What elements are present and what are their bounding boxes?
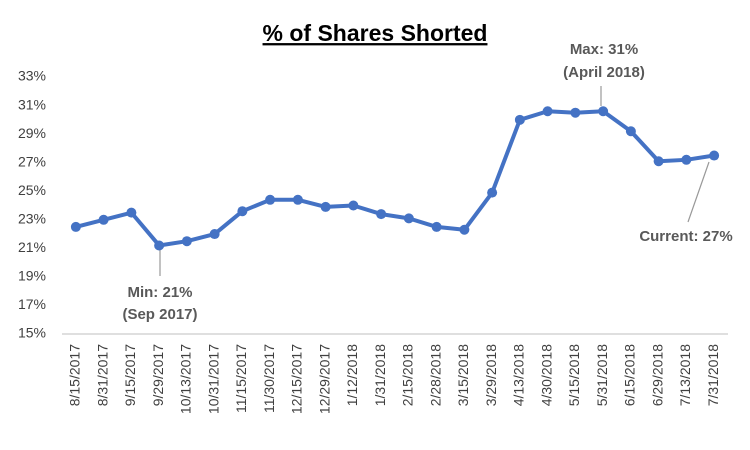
y-tick-label: 33%	[18, 68, 46, 84]
y-tick-label: 29%	[18, 125, 46, 141]
data-line	[75, 109, 715, 248]
data-point	[514, 114, 525, 125]
x-tick-label: 4/30/2018	[538, 344, 554, 406]
data-point	[653, 156, 664, 167]
data-point	[376, 209, 387, 220]
y-tick-label: 31%	[18, 96, 46, 112]
data-point	[70, 221, 81, 232]
data-point	[542, 106, 553, 117]
y-tick-label: 21%	[18, 239, 46, 255]
y-tick-label: 17%	[18, 296, 46, 312]
x-tick-label: 12/15/2017	[289, 344, 305, 414]
x-tick-label: 12/29/2017	[316, 344, 332, 414]
x-tick-label: 9/15/2017	[122, 344, 138, 406]
annotation: (April 2018)	[563, 64, 645, 81]
x-tick-label: 3/29/2018	[483, 344, 499, 406]
data-point	[126, 207, 137, 218]
data-point	[98, 214, 109, 225]
data-point	[625, 126, 636, 137]
x-tick-label: 7/13/2018	[677, 344, 693, 406]
data-point	[459, 224, 470, 235]
data-point	[681, 154, 692, 165]
y-tick-label: 19%	[18, 268, 46, 284]
data-point	[570, 107, 581, 118]
y-tick-label: 27%	[18, 153, 46, 169]
annotation: Current: 27%	[639, 228, 732, 245]
x-tick-label: 7/31/2018	[705, 344, 721, 406]
x-tick-label: 6/29/2018	[649, 344, 665, 406]
data-point	[348, 200, 359, 211]
leader-line	[687, 161, 710, 223]
annotation: Max: 31%	[570, 41, 638, 58]
data-point	[181, 236, 192, 247]
data-point	[403, 213, 414, 224]
x-tick-label: 11/30/2017	[261, 344, 277, 413]
data-point	[209, 229, 220, 240]
x-tick-label: 2/28/2018	[427, 344, 443, 406]
y-tick-label: 25%	[18, 182, 46, 198]
x-tick-label: 6/15/2018	[622, 344, 638, 406]
annotation: Min: 21%	[127, 284, 192, 301]
x-tick-label: 3/15/2018	[455, 344, 471, 406]
x-tick-label: 1/12/2018	[344, 344, 360, 406]
x-tick-label: 5/15/2018	[566, 344, 582, 406]
chart-title: % of Shares Shorted	[263, 20, 488, 46]
data-point	[320, 201, 331, 212]
data-point	[598, 106, 609, 117]
x-tick-label: 2/15/2018	[400, 344, 416, 406]
x-tick-label: 11/15/2017	[233, 344, 249, 413]
data-point	[265, 194, 276, 205]
data-point	[237, 206, 248, 217]
data-point	[292, 194, 303, 205]
data-point	[487, 187, 498, 198]
x-tick-label: 8/15/2017	[67, 344, 83, 406]
x-tick-label: 9/29/2017	[150, 344, 166, 406]
data-point	[431, 221, 442, 232]
x-tick-label: 4/13/2018	[511, 344, 527, 406]
y-tick-label: 23%	[18, 210, 46, 226]
x-tick-label: 10/31/2017	[205, 344, 221, 414]
x-tick-label: 1/31/2018	[372, 344, 388, 406]
x-tick-label: 10/13/2017	[178, 344, 194, 414]
y-tick-label: 15%	[18, 325, 46, 341]
data-point	[154, 240, 165, 251]
data-point	[709, 150, 720, 161]
annotation: (Sep 2017)	[122, 306, 197, 323]
x-tick-label: 5/31/2018	[594, 344, 610, 406]
x-tick-label: 8/31/2017	[94, 344, 110, 406]
